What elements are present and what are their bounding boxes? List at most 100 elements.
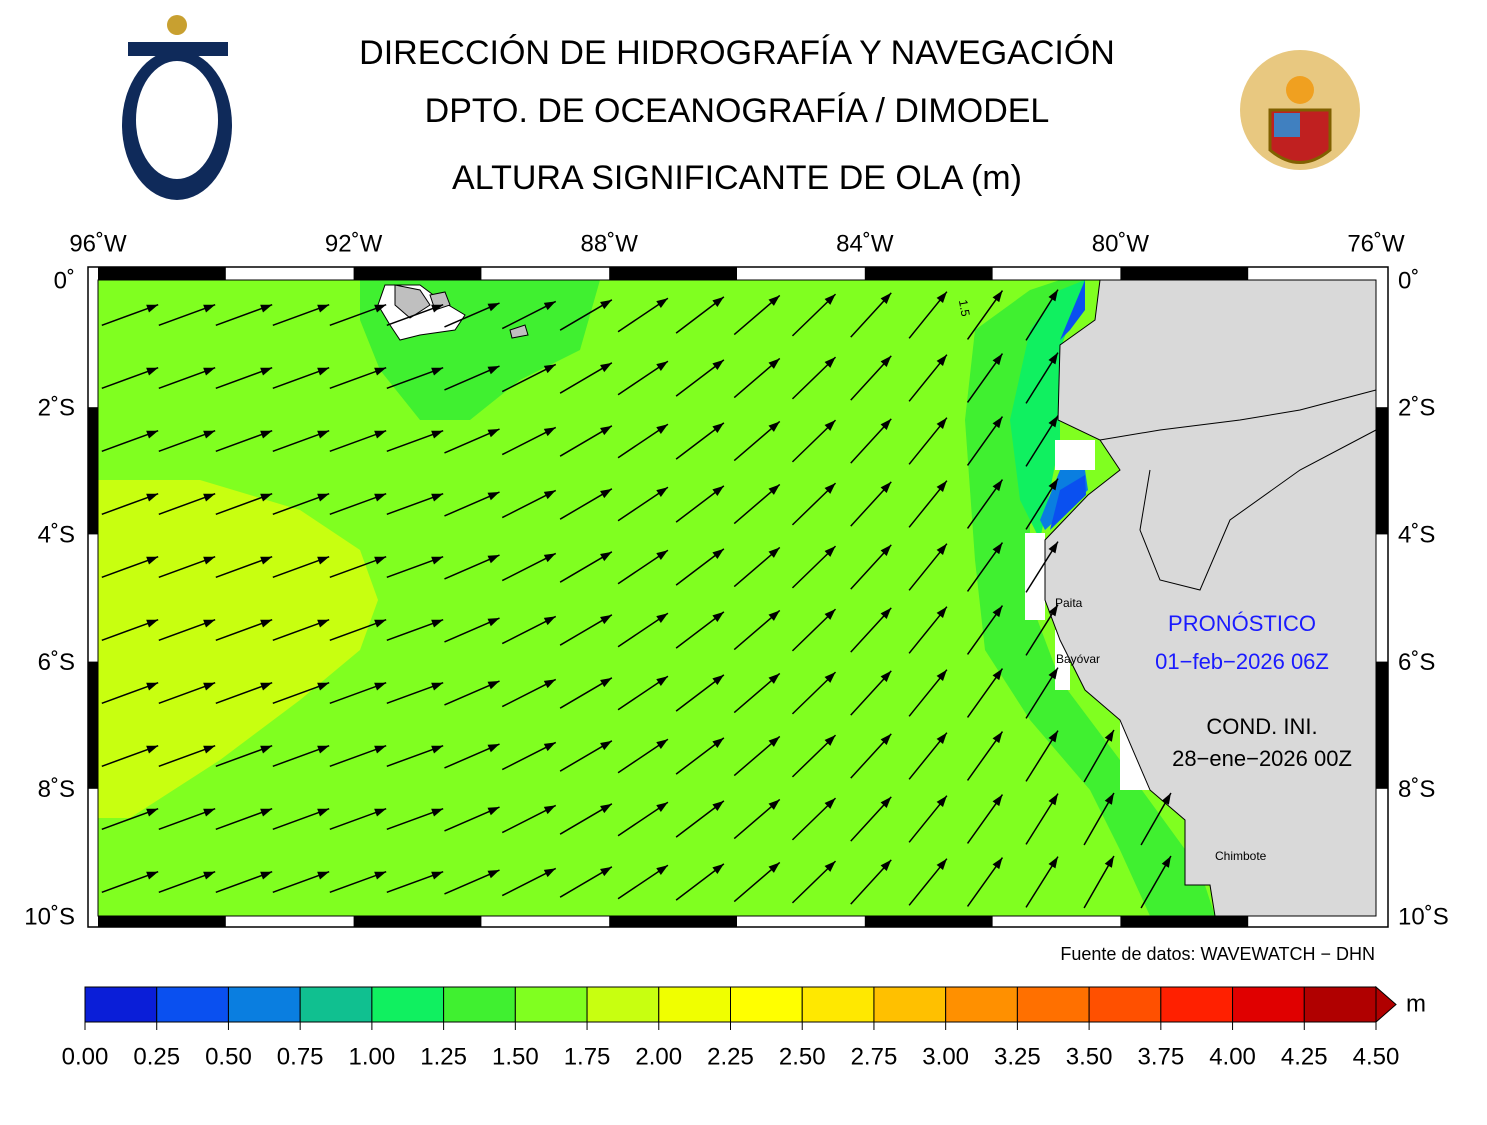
arrow-head [600,866,612,877]
arrow-head [712,296,724,307]
colorbar-tick-label: 2.00 [635,1043,682,1070]
arrow-head [317,808,330,817]
arrow-head [880,292,892,304]
arrow-head [600,614,612,625]
arrow-head [487,744,500,753]
arrow-head [146,682,159,691]
arrow-head [203,556,216,565]
colorbar-tick-label: 3.75 [1137,1043,1184,1070]
arrow-head [146,304,159,313]
arrow-head [260,871,273,880]
lat-label: 4˚S [1398,522,1435,549]
arrow-head [880,355,892,367]
contour-label: 1.5 [956,299,973,318]
arrow-head [880,607,892,619]
arrow-head [824,798,836,809]
arrow-head [656,550,668,560]
arrow-head [146,556,159,565]
arrow-head [992,668,1003,681]
arrow-head [431,430,444,439]
arrow-head [936,795,947,808]
arrow-head [824,294,836,305]
arrow-head [374,682,387,691]
colorbar-tick-label: 2.50 [779,1043,826,1070]
arrow-head [880,733,892,745]
arrow-head [992,416,1003,429]
arrow-head [1048,856,1058,869]
colorbar-tick-label: 4.50 [1353,1043,1400,1070]
title: DPTO. DE OCEANOGRAFÍA / DIMODEL [425,92,1050,130]
arrow-head [203,367,216,376]
arrow-head [146,367,159,376]
arrow-head [431,367,444,376]
lat-label: 2˚S [1398,395,1435,422]
arrow-head [992,794,1003,807]
arrow-head [768,547,780,558]
lon-label: 76˚W [1347,230,1405,257]
arrow-head [146,493,159,502]
arrow-head [260,745,273,754]
arrow-head [992,353,1003,366]
arrow-head [600,677,612,688]
arrow-head [824,357,836,368]
frame-bar [609,916,737,927]
frame-bar [353,267,482,280]
arrow-head [374,367,387,376]
arrow-head [203,304,216,313]
arrow-head [146,619,159,628]
arrow-head [374,493,387,502]
arrow-head [824,735,836,746]
arrow-head [1104,729,1114,742]
arrow-head [431,556,444,565]
colorbar-tick-label: 1.75 [564,1043,611,1070]
arrow-head [600,551,612,562]
arrow-head [543,679,556,689]
arrow-head [260,493,273,502]
arrow-head [203,745,216,754]
arrow-head [1048,541,1058,554]
arrow-head [600,488,612,499]
arrow-head [374,745,387,754]
arrow-head [768,421,780,432]
arrow-head [431,493,444,502]
lon-label: 80˚W [1092,230,1150,257]
colorbar-arrow [1375,985,1397,1024]
arrow-head [543,805,556,815]
arrow-head [543,301,556,311]
arrow-head [712,422,724,433]
arrow-head [880,418,892,430]
frame-bar [353,916,482,927]
arrow-head [600,740,612,751]
colorbar-swatch [1160,986,1234,1023]
lat-label: 2˚S [38,395,75,422]
colorbar-tick-label: 4.25 [1281,1043,1328,1070]
init-label: COND. INI. [1206,714,1317,739]
arrow-head [487,870,500,879]
arrow-head [1161,855,1171,868]
wave-arrows [101,289,1172,909]
arrow-head [317,745,330,754]
frame-bar [1120,267,1249,280]
frame-outline [87,266,1389,928]
arrow-head [374,619,387,628]
arrow-head [600,425,612,436]
arrow-head [260,304,273,313]
colorbar-tick-label: 3.00 [922,1043,969,1070]
arrow-head [374,556,387,565]
colorbar-swatch [586,986,660,1023]
colorbar-swatch [1303,986,1377,1023]
arrow-head [656,676,668,686]
arrow-head [824,483,836,494]
colorbar-swatch [1232,986,1305,1023]
lat-label: 6˚S [1398,649,1435,676]
forecast-label: PRONÓSTICO [1168,611,1316,636]
arrow-head [374,304,387,313]
arrow-head [146,871,159,880]
arrow-head [260,619,273,628]
arrow-head [146,808,159,817]
arrow-head [1048,478,1058,491]
colorbar-tick-label: 4.00 [1209,1043,1256,1070]
arrow-head [317,430,330,439]
arrow-head [317,871,330,880]
